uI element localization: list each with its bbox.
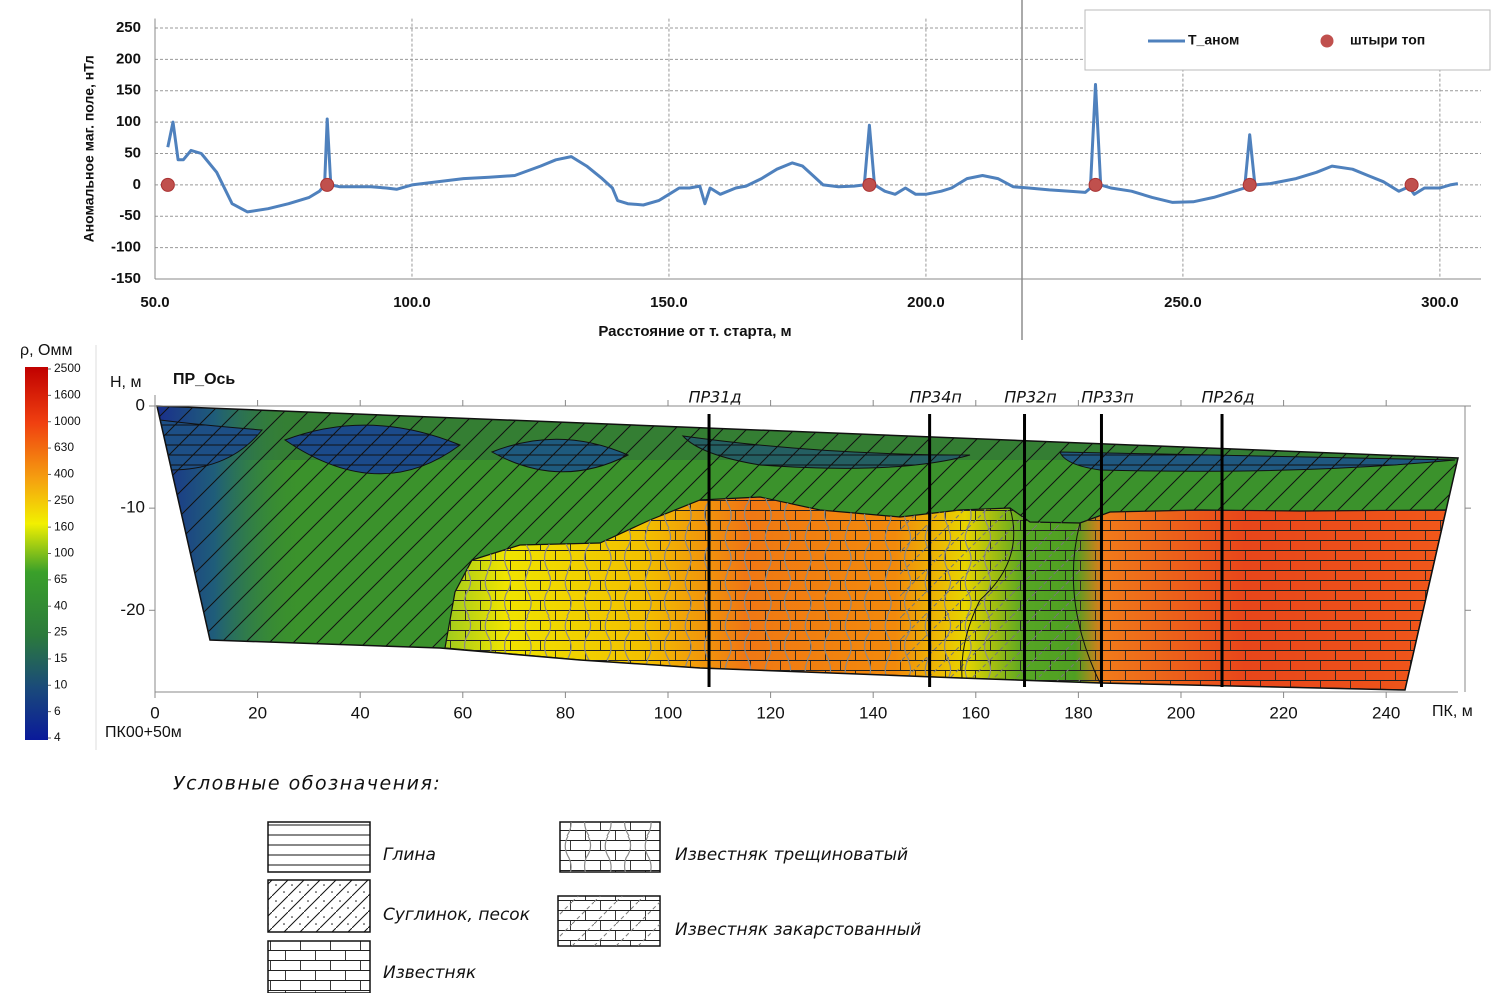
legend-swatch bbox=[1320, 34, 1334, 48]
colorbar-tick-label: 4 bbox=[54, 730, 61, 744]
section-title: ПР_Ось bbox=[173, 371, 235, 388]
x-tick-label: 200 bbox=[1167, 703, 1195, 722]
colorbar-tick-label: 100 bbox=[54, 546, 74, 560]
lithology-legend: Условные обозначения: Глина Суглинок, пе… bbox=[173, 773, 921, 993]
borehole-label: ПР34п bbox=[909, 388, 962, 407]
x-tick-label: 60 bbox=[453, 703, 472, 722]
y-tick-label: 100 bbox=[116, 113, 141, 130]
y-tick-label: -150 bbox=[111, 270, 141, 287]
x-tick-label: 250.0 bbox=[1164, 294, 1202, 311]
y-tick-label: 150 bbox=[116, 82, 141, 99]
x-tick-label: 140 bbox=[859, 703, 887, 722]
y-tick-label: 200 bbox=[116, 50, 141, 67]
y-tick-label: -20 bbox=[120, 600, 145, 619]
section-body bbox=[154, 395, 1466, 693]
x-tick-label: 180 bbox=[1064, 703, 1092, 722]
x-tick-label: 200.0 bbox=[907, 294, 945, 311]
colorbar-tick-label: 1600 bbox=[54, 388, 81, 402]
legend-item: Известняк трещиноватый bbox=[675, 845, 908, 865]
swatch bbox=[267, 940, 371, 993]
x-tick-label: 300.0 bbox=[1421, 294, 1459, 311]
y-tick-label: 250 bbox=[116, 19, 141, 36]
marker bbox=[160, 177, 175, 192]
swatch bbox=[267, 879, 371, 933]
x-tick-label: 0 bbox=[150, 703, 159, 722]
colorbar-tick-label: 630 bbox=[54, 440, 74, 454]
y-tick-label: -50 bbox=[119, 207, 141, 224]
colorbar-tick-label: 2500 bbox=[54, 361, 81, 375]
line-series bbox=[166, 83, 1459, 214]
y-tick-label: -10 bbox=[120, 498, 145, 517]
swatch bbox=[267, 821, 371, 873]
colorbar-title: ρ, Омм bbox=[20, 342, 72, 359]
y-tick-label: -100 bbox=[111, 239, 141, 256]
colorbar-tick-label: 15 bbox=[54, 651, 68, 665]
swatch bbox=[558, 896, 660, 946]
legend-box bbox=[1084, 9, 1491, 71]
legend-item: Известняк закарстованный bbox=[675, 920, 921, 940]
marker bbox=[320, 177, 335, 192]
x-axis-title: Расстояние от т. старта, м bbox=[598, 323, 791, 340]
colorbar-tick-label: 1000 bbox=[54, 414, 81, 428]
marker bbox=[1088, 177, 1103, 192]
borehole-label: ПР31д bbox=[688, 388, 741, 407]
borehole-label: ПР32п bbox=[1004, 388, 1057, 407]
x-tick-label: 50.0 bbox=[140, 294, 169, 311]
legend-item: Глина bbox=[383, 845, 436, 865]
colorbar-tick-label: 25 bbox=[54, 625, 68, 639]
x-tick-label: 220 bbox=[1269, 703, 1297, 722]
legend-item: Известняк bbox=[383, 963, 477, 983]
colorbar-tick-label: 250 bbox=[54, 493, 74, 507]
x-tick-label: 40 bbox=[351, 703, 370, 722]
x-tick-label: 100 bbox=[654, 703, 682, 722]
legend-item: Суглинок, песок bbox=[383, 905, 531, 925]
borehole-label: ПР26д bbox=[1201, 388, 1254, 407]
x-tick-label: 20 bbox=[248, 703, 267, 722]
colorbar-tick-label: 40 bbox=[54, 598, 68, 612]
y-axis-title: Н, м bbox=[110, 374, 141, 391]
swatch bbox=[560, 822, 660, 872]
legend-label: T_аном bbox=[1188, 32, 1239, 48]
colorbar-tick-label: 6 bbox=[54, 704, 61, 718]
colorbar-tick-label: 65 bbox=[54, 572, 68, 586]
legend-label: штыри топ bbox=[1350, 32, 1425, 48]
colorbar-tick-label: 160 bbox=[54, 519, 74, 533]
borehole-label: ПР33п bbox=[1081, 388, 1134, 407]
x-tick-label: 160 bbox=[962, 703, 990, 722]
y-tick-label: 50 bbox=[124, 144, 141, 161]
colorbar-tick-label: 400 bbox=[54, 467, 74, 481]
y-axis-title: Аномальное маг. поле, нТл bbox=[81, 55, 97, 242]
x-tick-label: 100.0 bbox=[393, 294, 431, 311]
marker bbox=[862, 177, 877, 192]
x-tick-label: 120 bbox=[756, 703, 784, 722]
x-tick-label: 240 bbox=[1372, 703, 1400, 722]
x-axis-title: ПК, м bbox=[1432, 703, 1473, 720]
colorbar-tick-label: 10 bbox=[54, 677, 68, 691]
legend-title: Условные обозначения: bbox=[173, 773, 441, 795]
origin-label: ПК00+50м bbox=[105, 724, 182, 741]
marker bbox=[1242, 177, 1257, 192]
marker bbox=[1404, 177, 1419, 192]
colorbar bbox=[25, 367, 48, 740]
y-tick-label: 0 bbox=[136, 395, 145, 414]
x-tick-label: 150.0 bbox=[650, 294, 688, 311]
y-tick-label: 0 bbox=[133, 176, 141, 193]
x-tick-label: 80 bbox=[556, 703, 575, 722]
